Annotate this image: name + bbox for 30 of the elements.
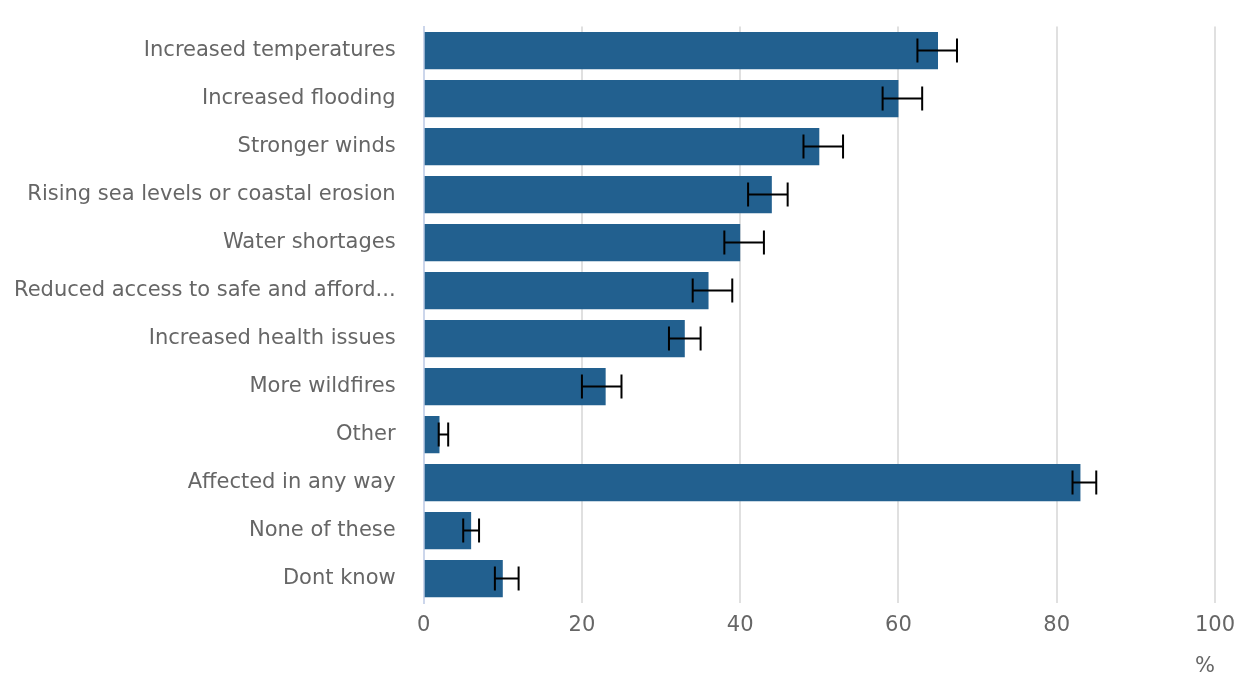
y-tick-label: Increased flooding (202, 85, 396, 110)
x-tick-label: 20 (568, 611, 596, 636)
bar (424, 223, 741, 262)
bar (424, 319, 685, 358)
y-tick-label: Increased health issues (148, 325, 396, 350)
bar (424, 175, 772, 214)
y-tick-label: Reduced access to safe and afford... (13, 277, 396, 302)
y-tick-label: None of these (248, 517, 396, 542)
bar (424, 463, 1081, 502)
x-tick-label: 0 (416, 611, 431, 636)
x-tick-label: 80 (1043, 611, 1071, 636)
y-tick-label: Rising sea levels or coastal erosion (27, 181, 396, 206)
x-tick-label: 40 (726, 611, 754, 636)
y-tick-label: More wildfires (249, 373, 396, 398)
bar (424, 367, 606, 406)
x-tick-label: 100 (1194, 611, 1236, 636)
bar (424, 511, 472, 550)
x-axis-title: % (1194, 652, 1215, 677)
y-tick-label: Increased temperatures (143, 37, 396, 62)
bar (424, 31, 938, 70)
bar (424, 127, 820, 166)
y-tick-label: Other (336, 421, 397, 446)
y-tick-label: Stronger winds (237, 133, 396, 158)
y-tick-label: Affected in any way (187, 469, 396, 494)
y-tick-label: Water shortages (222, 229, 396, 254)
bar (424, 79, 899, 118)
y-tick-label: Dont know (282, 565, 396, 590)
bar (424, 271, 709, 310)
bar (424, 559, 503, 598)
x-tick-label: 60 (885, 611, 912, 636)
